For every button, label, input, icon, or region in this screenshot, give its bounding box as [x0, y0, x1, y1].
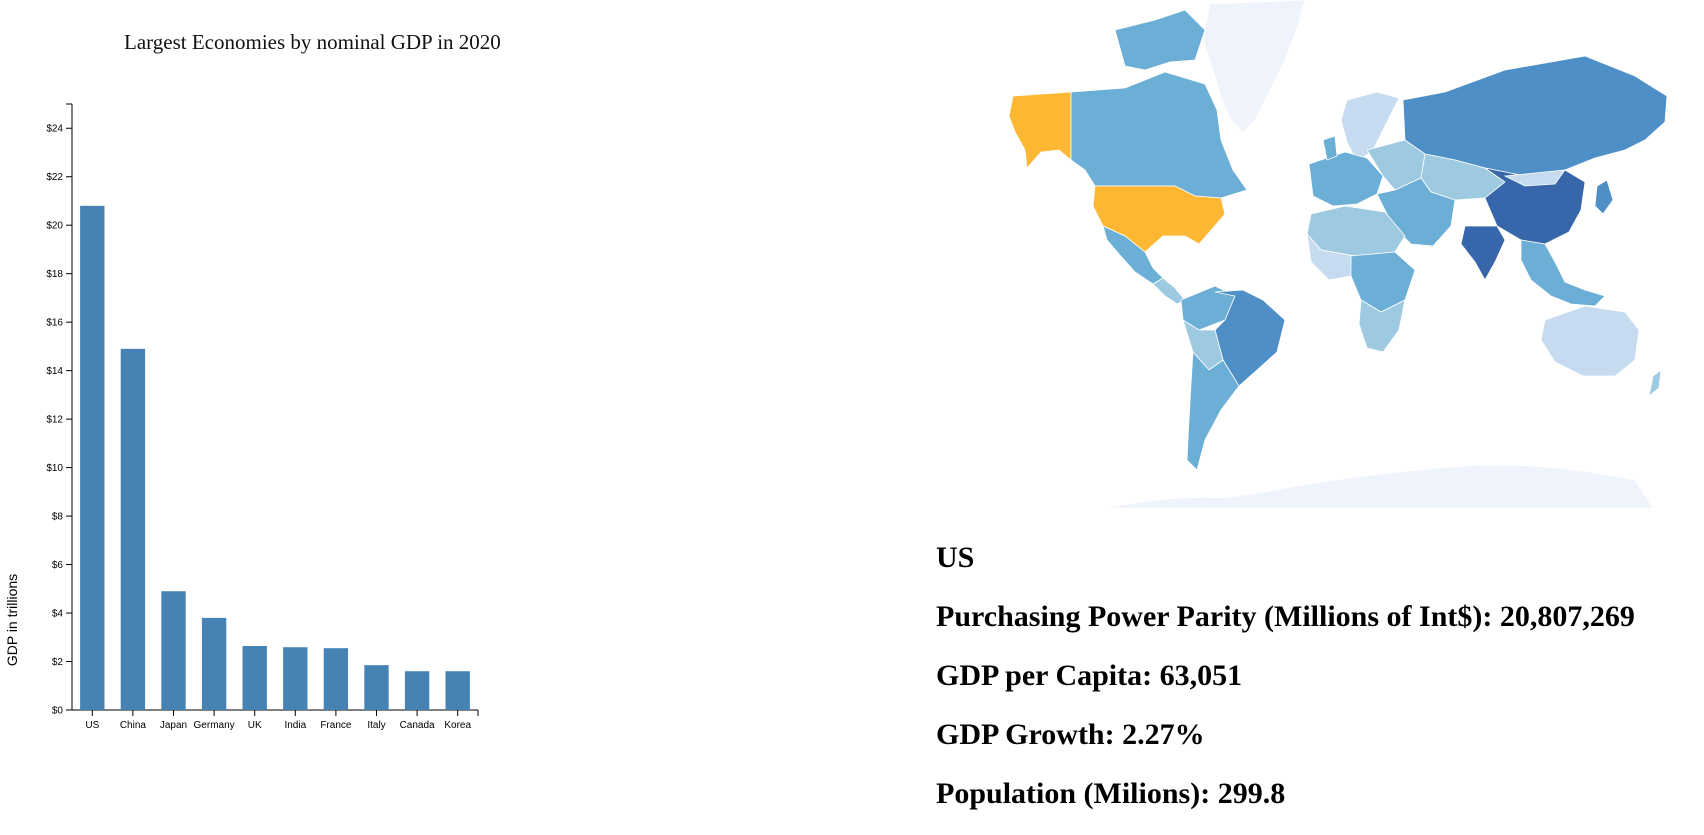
info-ppp-value: 20,807,269 [1499, 600, 1635, 633]
x-tick-label: US [85, 720, 99, 731]
info-gdp-per-capita: GDP per Capita: 63,051 [936, 646, 1635, 705]
bar-chart: $0 $2 $4 $6 $8 $10 $12 $14 $16 $18 $20 $22 $24 US Chi… [4, 103, 479, 731]
bar-japan[interactable] [161, 591, 186, 710]
y-tick-label: $6 [52, 560, 64, 571]
y-tick-label: $4 [52, 609, 64, 620]
map-region-canada-islands[interactable] [1114, 9, 1206, 71]
y-tick-label: $8 [52, 512, 64, 523]
y-tick-label: $16 [46, 318, 63, 329]
map-region-india[interactable] [1460, 225, 1506, 281]
info-population: Population (Milions): 299.8 [936, 764, 1635, 823]
info-ppp: Purchasing Power Parity (Millions of Int… [936, 587, 1635, 646]
chart-title: Largest Economies by nominal GDP in 2020 [124, 30, 501, 54]
map-region-mongolia[interactable] [1503, 169, 1566, 187]
y-tick-label: $12 [46, 415, 63, 426]
map-region-new-zealand[interactable] [1648, 369, 1662, 397]
bar-china[interactable] [120, 348, 146, 710]
bar-uk[interactable] [242, 646, 267, 710]
x-tick-label: China [120, 720, 147, 731]
y-tick-label: $10 [46, 463, 63, 474]
info-gdp-growth: GDP Growth: 2.27% [936, 705, 1635, 764]
map-region-western-europe[interactable] [1308, 151, 1384, 207]
bar-us[interactable] [80, 205, 105, 711]
world-map [1008, 0, 1668, 509]
x-tick-label: India [284, 720, 306, 731]
y-tick-label: $18 [46, 269, 63, 280]
info-population-value: 299.8 [1217, 777, 1286, 810]
bar-france[interactable] [323, 648, 349, 710]
x-tick-label: UK [248, 720, 262, 731]
y-tick-label: $24 [46, 124, 63, 135]
info-gdp-per-capita-label: GDP per Capita: [936, 659, 1153, 692]
info-country: US [936, 541, 975, 574]
bar-india[interactable] [283, 647, 308, 710]
map-region-southern-africa[interactable] [1358, 299, 1406, 353]
bar-italy[interactable] [364, 665, 389, 710]
x-tick-label: France [320, 720, 352, 731]
map-region-antarctica[interactable] [1104, 464, 1654, 509]
bar-germany[interactable] [201, 617, 227, 710]
y-tick-label: $22 [46, 172, 63, 183]
info-gdp-growth-label: GDP Growth: [936, 718, 1115, 751]
x-tick-label: Korea [444, 720, 471, 731]
map-region-central-america[interactable] [1152, 277, 1186, 305]
x-tick-label: Canada [400, 720, 435, 731]
map-region-brazil[interactable] [1214, 289, 1286, 387]
map-region-southern-cone[interactable] [1186, 351, 1240, 471]
y-axis-label: GDP in trillions [4, 574, 20, 666]
y-tick-label: $20 [46, 221, 63, 232]
x-tick-label: Italy [367, 720, 385, 731]
x-tick-label: Germany [194, 720, 235, 731]
map-region-australia[interactable] [1540, 305, 1640, 377]
info-ppp-label: Purchasing Power Parity (Millions of Int… [936, 600, 1493, 633]
y-tick-label: $2 [52, 657, 64, 668]
bar-korea[interactable] [445, 671, 470, 710]
info-gdp-per-capita-value: 63,051 [1159, 659, 1243, 692]
y-tick-label: $14 [46, 366, 63, 377]
info-gdp-growth-value: 2.27% [1122, 718, 1205, 751]
y-tick-label: $0 [52, 706, 64, 717]
y-axis: $0 $2 $4 $6 $8 $10 $12 $14 $16 $18 $20 $22 $24 [46, 103, 73, 717]
map-region-southeast-asia[interactable] [1520, 239, 1606, 307]
country-info-panel: US Purchasing Power Parity (Millions of … [936, 528, 1635, 823]
map-region-canada[interactable] [1070, 71, 1248, 199]
map-region-alaska[interactable] [1008, 91, 1072, 169]
info-population-label: Population (Milions): [936, 777, 1211, 810]
x-axis: US China Japan Germany UK India France Italy Can… [72, 709, 479, 731]
bar-canada[interactable] [404, 671, 430, 710]
map-region-greenland[interactable] [1202, 0, 1306, 133]
map-region-japan[interactable] [1594, 179, 1614, 215]
x-tick-label: Japan [160, 720, 187, 731]
map-region-uk[interactable] [1322, 135, 1338, 161]
bars [80, 205, 470, 711]
